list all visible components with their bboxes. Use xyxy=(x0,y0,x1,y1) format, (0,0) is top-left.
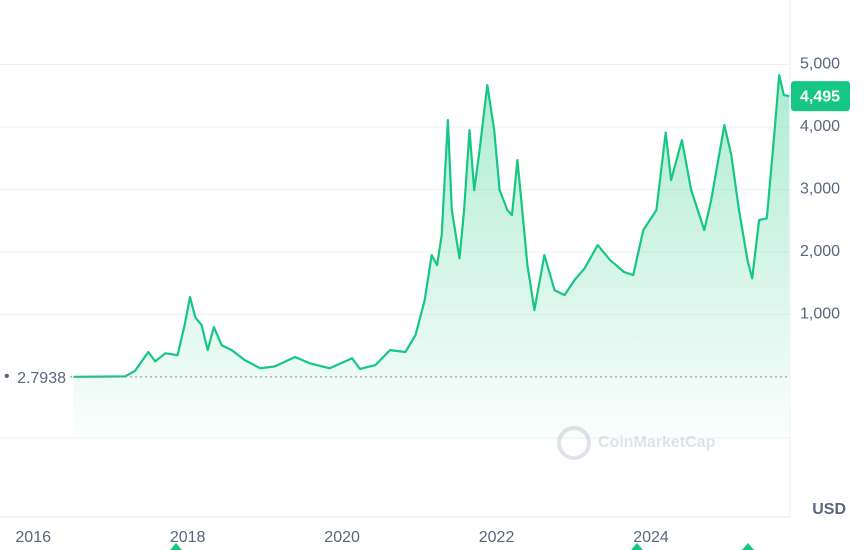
event-marker xyxy=(631,543,643,550)
y-tick-label: 1,000 xyxy=(800,306,840,323)
x-tick-label: 2016 xyxy=(15,529,51,546)
event-marker xyxy=(170,543,182,550)
x-tick-label: 2022 xyxy=(479,529,515,546)
currency-label: USD xyxy=(812,501,846,518)
start-dot: • xyxy=(4,368,10,385)
y-tick-label: 3,000 xyxy=(800,181,840,198)
start-price-label: 2.7938 xyxy=(17,370,66,387)
x-tick-label: 2020 xyxy=(324,529,360,546)
x-tick-label: 2024 xyxy=(633,529,669,546)
current-price-badge xyxy=(791,81,850,112)
y-tick-label: 4,000 xyxy=(800,118,840,135)
event-marker xyxy=(742,543,754,550)
price-line xyxy=(73,74,790,378)
y-tick-label: 5,000 xyxy=(800,56,840,73)
price-area xyxy=(73,75,790,440)
current-price-label: 4,495 xyxy=(800,88,840,105)
x-tick-label: 2018 xyxy=(170,529,206,546)
y-tick-label: 2,000 xyxy=(800,243,840,260)
